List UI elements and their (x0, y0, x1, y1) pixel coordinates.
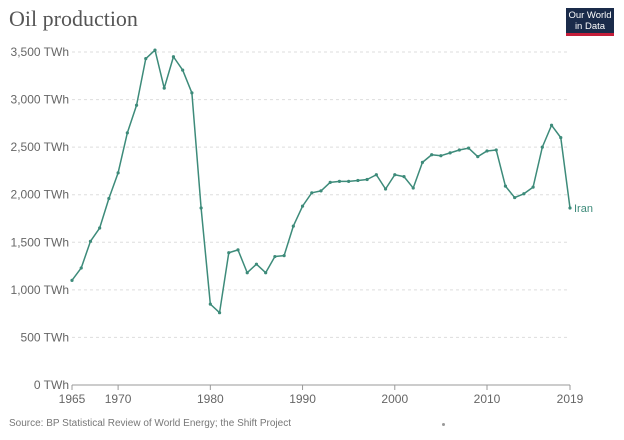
data-point (144, 57, 148, 61)
data-point (208, 302, 212, 306)
data-point (476, 155, 480, 159)
source-note: Source: BP Statistical Review of World E… (9, 418, 291, 429)
data-point (485, 149, 489, 153)
data-point (153, 48, 157, 52)
data-point (337, 179, 342, 183)
y-tick-label: 1,500 TWh (11, 235, 69, 249)
y-tick-label: 500 TWh (21, 330, 69, 344)
x-tick-label: 2010 (474, 392, 501, 406)
owid-logo[interactable]: Our World in Data (566, 8, 614, 36)
y-tick-label: 3,500 TWh (11, 45, 69, 59)
x-tick-label: 2019 (557, 392, 584, 406)
data-point (411, 186, 415, 190)
data-point (245, 271, 249, 275)
data-point (568, 206, 572, 210)
data-point (522, 192, 526, 196)
data-point (328, 180, 332, 184)
data-point (494, 148, 498, 152)
data-point (356, 178, 360, 183)
data-point (420, 160, 425, 164)
data-point (134, 103, 139, 107)
data-point (254, 262, 259, 266)
data-point (116, 171, 120, 175)
data-point (559, 136, 563, 140)
data-point (264, 271, 268, 275)
y-tick-label: 0 TWh (34, 378, 69, 392)
x-tick-label: 1965 (59, 392, 86, 406)
data-point (125, 131, 129, 135)
series-line-iran (71, 49, 571, 314)
data-point (236, 248, 240, 252)
data-point (300, 204, 305, 208)
data-point (448, 151, 452, 155)
data-point (439, 154, 443, 158)
y-tick-label: 1,000 TWh (11, 283, 69, 297)
y-tick-label: 3,000 TWh (11, 93, 69, 107)
y-tick-label: 2,500 TWh (11, 140, 69, 154)
data-point (273, 254, 277, 259)
data-point (513, 195, 517, 200)
y-tick-label: 2,000 TWh (11, 188, 69, 202)
data-point (199, 206, 203, 210)
x-tick-label: 1980 (197, 392, 224, 406)
data-point (383, 187, 388, 191)
data-point (503, 184, 508, 188)
data-point (319, 189, 323, 193)
data-point (310, 191, 314, 195)
data-point (457, 148, 461, 152)
data-point (540, 145, 544, 149)
data-point (282, 254, 286, 258)
data-point (549, 123, 554, 127)
data-point (466, 146, 471, 150)
data-point (365, 177, 369, 182)
data-point (291, 224, 295, 228)
logo-line-1: Our World (568, 10, 612, 21)
data-point (227, 251, 231, 255)
data-point (171, 55, 176, 59)
data-point (393, 173, 397, 177)
data-point (217, 311, 222, 315)
logo-line-2: in Data (574, 21, 606, 32)
data-point (181, 68, 185, 72)
data-point (531, 185, 535, 189)
decorative-dot (442, 423, 445, 426)
data-point (88, 239, 93, 243)
x-tick-label: 2000 (381, 392, 408, 406)
data-point (402, 175, 406, 179)
data-point (430, 153, 434, 157)
data-point (347, 179, 351, 183)
series-label-iran: Iran (574, 203, 593, 215)
data-point (374, 173, 378, 177)
data-point (190, 91, 194, 95)
data-point (107, 196, 111, 201)
data-point (79, 266, 83, 270)
x-tick-label: 1970 (105, 392, 132, 406)
data-point (70, 278, 74, 282)
data-point (98, 226, 102, 230)
chart-title: Oil production (9, 6, 138, 31)
data-point (162, 86, 166, 90)
x-tick-label: 1990 (289, 392, 316, 406)
